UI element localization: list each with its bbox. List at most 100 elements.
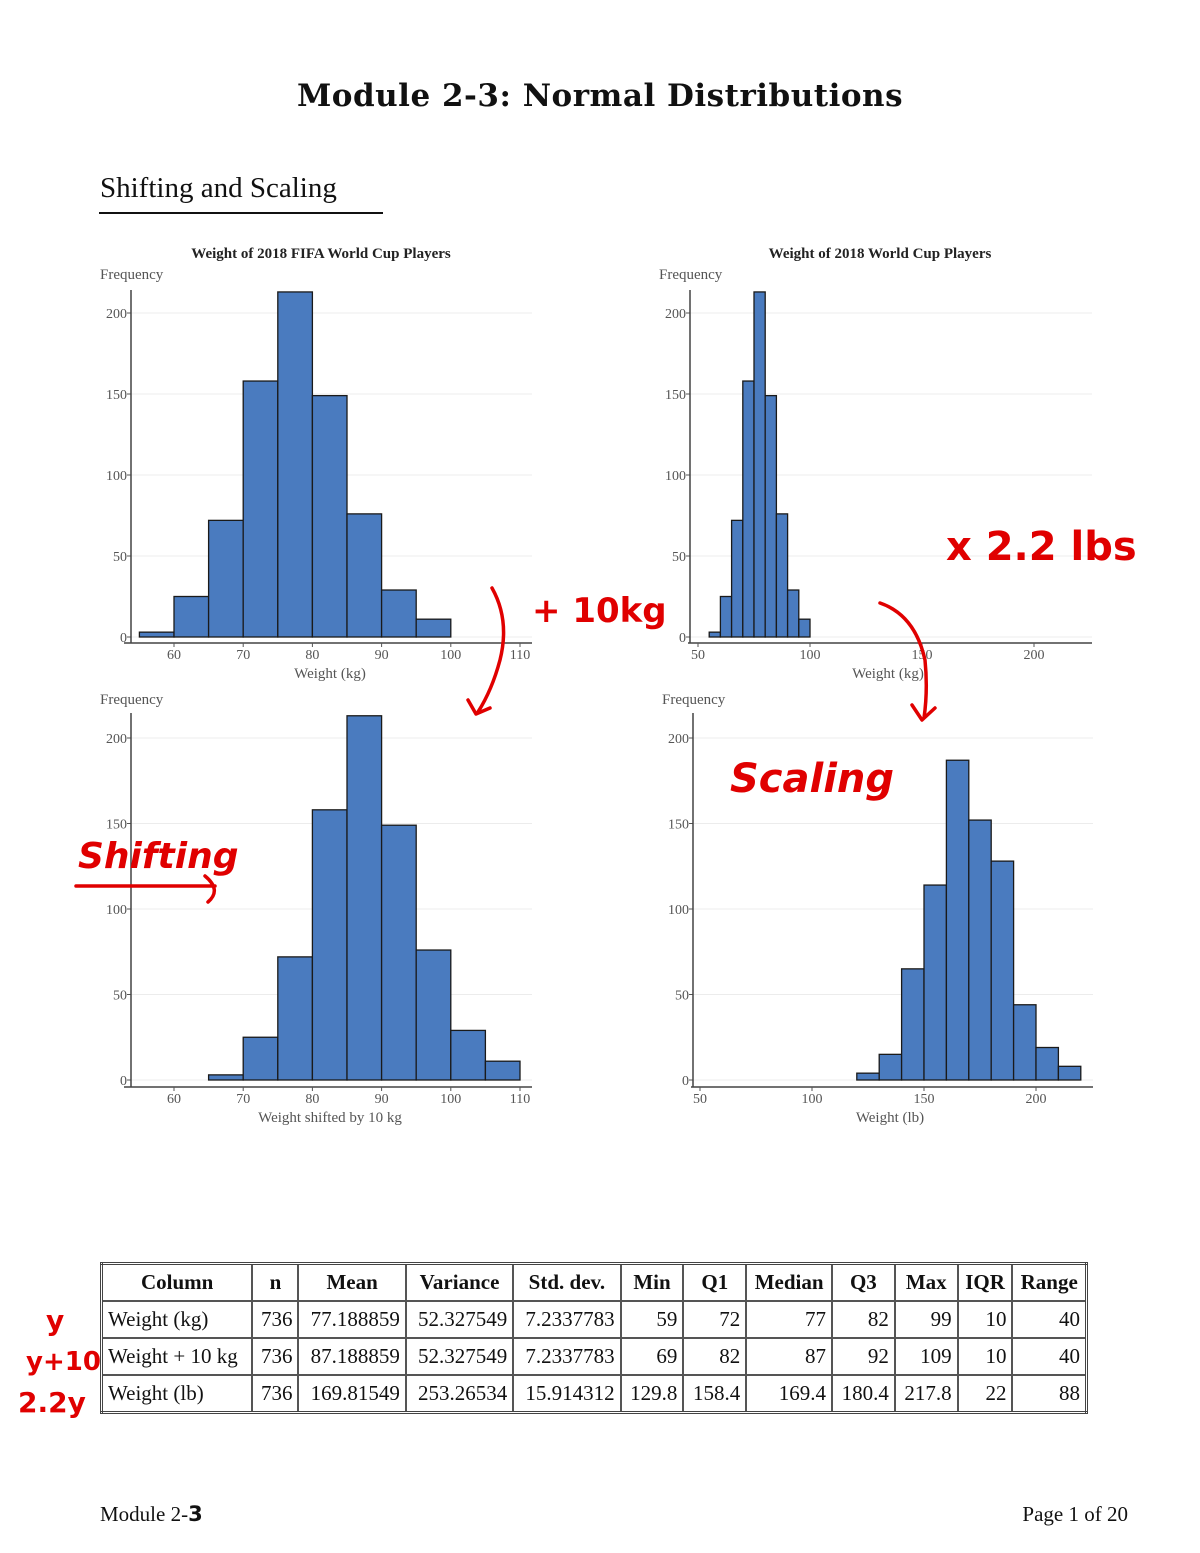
table-cell: 10 [956, 1300, 1014, 1339]
column-header: Column [100, 1262, 254, 1302]
table-cell: 180.4 [830, 1374, 896, 1414]
histogram-bar [173, 595, 210, 638]
column-header: Variance [404, 1262, 515, 1302]
histogram-bar [311, 394, 348, 638]
table-cell: 736 [251, 1337, 300, 1376]
table-cell: 15.914312 [512, 1374, 622, 1414]
histogram-chart-2: 0 50 100 150 200 50 100 150 200 Frequency Weight (… [659, 246, 1092, 682]
table-header-row: Column n Mean Variance Std. dev. Min Q1 Median Q… [100, 1262, 1088, 1302]
column-header: Q1 [682, 1262, 748, 1302]
histogram-bar [764, 394, 778, 638]
x-axis-label: Weight (lb) [856, 1110, 924, 1126]
table-cell: 87.188859 [297, 1337, 407, 1376]
histogram-bar [277, 291, 314, 638]
y-tick-label: 100 [668, 903, 689, 918]
histogram-bar [1012, 1004, 1037, 1081]
x-tick-label: 50 [693, 1092, 707, 1107]
y-tick-label: 0 [120, 631, 127, 646]
table-cell: 72 [682, 1300, 748, 1339]
histogram-bar [1035, 1046, 1060, 1081]
x-tick-label: 150 [914, 1092, 935, 1107]
y-tick-label: 50 [113, 550, 127, 565]
footer-handwritten-number: 3 [188, 1502, 203, 1526]
y-tick-label: 200 [668, 732, 689, 747]
column-header: Std. dev. [512, 1262, 622, 1302]
table-cell: 7.2337783 [512, 1337, 622, 1376]
histogram-bar [923, 884, 948, 1081]
table-cell: 59 [619, 1300, 685, 1339]
histogram-bar [380, 589, 417, 638]
y-tick-label: 150 [668, 818, 689, 833]
x-axis-label: Weight shifted by 10 kg [258, 1110, 402, 1126]
y-axis-label: Frequency [100, 692, 164, 708]
histogram-bar [484, 1060, 521, 1081]
table-cell: 52.327549 [404, 1337, 515, 1376]
x-tick-label: 150 [912, 648, 933, 663]
histogram-bar [346, 513, 383, 638]
histogram-bar [242, 380, 279, 638]
row-label-cell: Weight (lb) [100, 1374, 254, 1414]
histogram-bar [878, 1053, 903, 1081]
column-header: Median [745, 1262, 833, 1302]
histogram-bar [415, 949, 452, 1081]
histogram-bar [207, 1074, 244, 1081]
x-axis-label: Weight (kg) [294, 666, 366, 682]
y-tick-label: 50 [675, 989, 689, 1004]
y-tick-label: 100 [106, 903, 127, 918]
column-header: Mean [297, 1262, 407, 1302]
x-tick-label: 100 [802, 1092, 823, 1107]
histogram-bar [719, 595, 733, 638]
table-row: Weight (kg) 736 77.188859 52.327549 7.233778… [100, 1300, 1088, 1339]
histogram-bar [207, 519, 244, 638]
table-cell: 109 [893, 1337, 959, 1376]
x-tick-label: 60 [167, 648, 181, 663]
y-axis-label: Frequency [100, 267, 164, 283]
histogram-bar [277, 956, 314, 1081]
table-cell: 77 [745, 1300, 833, 1339]
table-cell: 69 [619, 1337, 685, 1376]
y-tick-label: 100 [665, 469, 686, 484]
histogram-bar [138, 631, 175, 638]
histogram-bar [945, 759, 970, 1081]
histogram-bar [856, 1072, 880, 1081]
scale-arrow [878, 601, 937, 722]
table-cell: 87 [745, 1337, 833, 1376]
x-tick-label: 90 [375, 648, 389, 663]
histogram-bar [775, 513, 789, 638]
table-cell: 169.4 [745, 1374, 833, 1414]
y-axis-label: Frequency [659, 267, 723, 283]
y-tick-label: 200 [106, 307, 127, 322]
x-tick-label: 200 [1026, 1092, 1047, 1107]
table-cell: 22 [956, 1374, 1014, 1414]
shifting-arrow [74, 874, 217, 904]
y-tick-label: 50 [672, 550, 686, 565]
table-row: Weight + 10 kg 736 87.188859 52.327549 7.233… [100, 1337, 1088, 1376]
y-tick-label: 150 [106, 388, 127, 403]
histogram-bar [968, 819, 992, 1081]
table-row: Weight (lb) 736 169.81549 253.26534 15.91431… [100, 1374, 1088, 1414]
footer-page-number: Page 1 of 20 [1022, 1502, 1128, 1526]
x-tick-label: 70 [236, 648, 250, 663]
annotation-row-y-plus-10: y+10 [26, 1347, 101, 1377]
histogram-bar [415, 618, 452, 638]
table-cell: 99 [893, 1300, 959, 1339]
y-tick-label: 0 [682, 1074, 689, 1089]
annotation-row-2-2y: 2.2y [18, 1386, 86, 1419]
x-tick-label: 200 [1024, 648, 1045, 663]
table-cell: 40 [1011, 1337, 1088, 1376]
table-cell: 88 [1011, 1374, 1088, 1414]
chart-title: Weight of 2018 World Cup Players [769, 246, 992, 262]
table-cell: 52.327549 [404, 1300, 515, 1339]
section-underline [99, 212, 383, 214]
column-header: Range [1011, 1262, 1088, 1302]
shift-bracket-arrow [466, 586, 506, 716]
x-tick-label: 100 [440, 1092, 461, 1107]
table-cell: 158.4 [682, 1374, 748, 1414]
table-cell: 40 [1011, 1300, 1088, 1339]
footer-module: Module 2-3 [100, 1502, 203, 1527]
histogram-bar [798, 618, 811, 638]
y-tick-label: 50 [113, 989, 127, 1004]
x-tick-label: 100 [800, 648, 821, 663]
